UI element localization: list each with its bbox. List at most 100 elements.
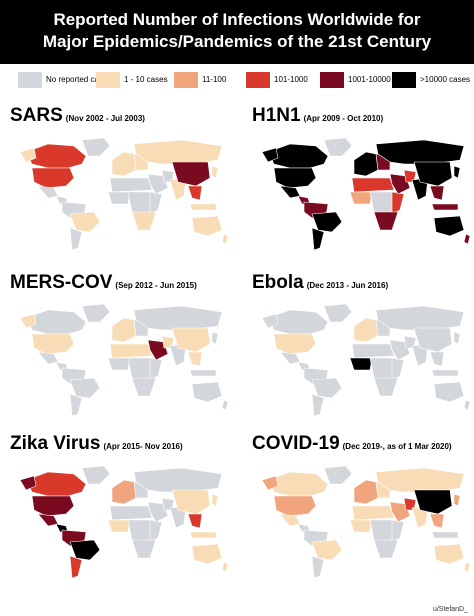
- region-af-w: [349, 357, 373, 371]
- region-af-w: [107, 357, 131, 371]
- region-us: [31, 495, 75, 517]
- region-af-n: [351, 177, 395, 193]
- region-eu-w: [353, 479, 379, 505]
- region-af-c: [369, 357, 395, 381]
- region-af-s: [131, 539, 157, 559]
- world-map-covid: [261, 465, 471, 579]
- world-map-mers: [19, 303, 229, 417]
- region-gl: [81, 465, 111, 485]
- region-us: [273, 495, 317, 517]
- region-sea: [429, 513, 445, 529]
- region-mx: [279, 185, 301, 199]
- region-sea: [187, 513, 203, 529]
- region-ca: [25, 309, 87, 335]
- map-title-covid: COVID-19 (Dec 2019-, as of 1 Mar 2020): [252, 433, 452, 454]
- region-ru: [375, 305, 465, 331]
- region-cn: [171, 161, 211, 187]
- legend-label-none: No reported cases: [46, 75, 112, 84]
- region-me: [147, 173, 169, 195]
- region-mx: [37, 185, 59, 199]
- region-us: [31, 333, 75, 355]
- legend-label-over-10000: >10000 cases: [420, 75, 471, 84]
- region-jp: [211, 331, 219, 345]
- region-af-n: [351, 505, 395, 521]
- map-title-mers: MERS-COV (Sep 2012 - Jun 2015): [10, 272, 197, 293]
- legend-swatch-over-10000: [392, 72, 416, 88]
- region-nz: [463, 399, 471, 411]
- region-na: [261, 147, 279, 163]
- map-title-zika: Zika Virus (Apr 2015- Nov 2016): [10, 433, 183, 454]
- region-br: [69, 539, 101, 561]
- region-me: [389, 339, 411, 361]
- region-cn: [413, 161, 453, 187]
- region-gl: [323, 303, 353, 323]
- region-au: [433, 543, 465, 565]
- region-nz: [463, 561, 471, 573]
- region-us: [273, 167, 317, 189]
- world-map-ebola: [261, 303, 471, 417]
- region-br: [311, 539, 343, 561]
- region-cn: [171, 327, 211, 353]
- region-af-s: [373, 539, 399, 559]
- legend-label-1001-10000: 1001-10000: [348, 75, 391, 84]
- legend-label-101-1000: 101-1000: [274, 75, 308, 84]
- legend-label-1-10: 1 - 10 cases: [124, 75, 168, 84]
- region-af-n: [109, 505, 153, 521]
- region-af-e: [149, 519, 163, 543]
- region-af-e: [391, 519, 405, 543]
- region-af-c: [369, 191, 395, 215]
- region-mx: [279, 351, 301, 365]
- region-au: [433, 215, 465, 237]
- region-af-w: [349, 519, 373, 533]
- region-br: [311, 211, 343, 233]
- region-af-n: [109, 343, 153, 359]
- region-af-c: [127, 357, 153, 381]
- region-me: [389, 173, 411, 195]
- region-br: [69, 377, 101, 399]
- region-ru: [133, 139, 223, 165]
- region-sea: [429, 185, 445, 201]
- region-jp: [211, 493, 219, 507]
- region-eu-w: [353, 151, 379, 177]
- region-ca: [267, 143, 329, 169]
- region-na: [261, 475, 279, 491]
- region-cn: [413, 327, 453, 353]
- region-id: [431, 369, 459, 377]
- region-af-w: [107, 191, 131, 205]
- region-gl: [323, 137, 353, 157]
- region-id: [189, 369, 217, 377]
- title-line-1: Reported Number of Infections Worldwide …: [53, 10, 421, 29]
- region-sa-s: [311, 555, 325, 579]
- legend-swatch-none: [18, 72, 42, 88]
- region-af-w: [107, 519, 131, 533]
- region-ca: [267, 309, 329, 335]
- region-af-e: [391, 357, 405, 381]
- region-sea: [187, 185, 203, 201]
- region-eu-w: [111, 317, 137, 343]
- header-banner: Reported Number of Infections Worldwide …: [0, 0, 474, 64]
- map-title-h1n1: H1N1 (Apr 2009 - Oct 2010): [252, 105, 384, 126]
- region-id: [431, 531, 459, 539]
- region-id: [189, 531, 217, 539]
- region-af-n: [109, 177, 153, 193]
- region-af-w: [349, 191, 373, 205]
- legend-swatch-101-1000: [246, 72, 270, 88]
- region-af-e: [149, 191, 163, 215]
- world-map-zika: [19, 465, 229, 579]
- region-af-c: [127, 519, 153, 543]
- world-map-sars: [19, 137, 229, 251]
- region-ca: [25, 471, 87, 497]
- region-me: [389, 501, 411, 523]
- region-af-s: [373, 211, 399, 231]
- region-nz: [221, 399, 229, 411]
- region-gl: [323, 465, 353, 485]
- region-na: [19, 475, 37, 491]
- region-jp: [211, 165, 219, 179]
- region-af-s: [131, 377, 157, 397]
- region-af-n: [351, 343, 395, 359]
- region-id: [431, 203, 459, 211]
- region-nz: [463, 233, 471, 245]
- region-ru: [133, 305, 223, 331]
- region-sea: [429, 351, 445, 367]
- region-sa-s: [311, 227, 325, 251]
